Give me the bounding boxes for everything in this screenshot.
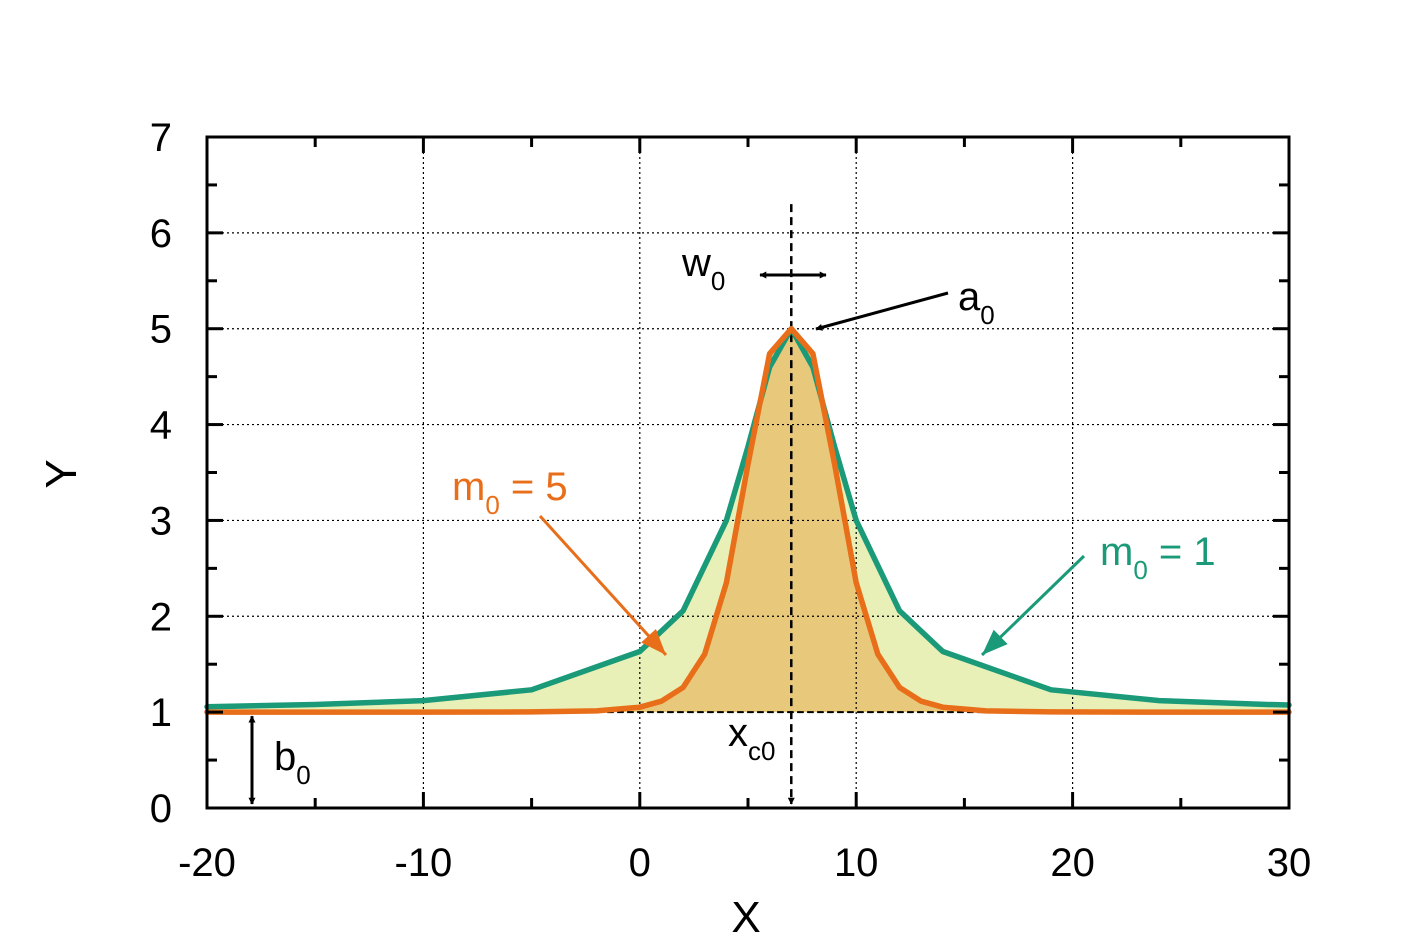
- x-tick-label: 0: [629, 841, 651, 885]
- y-tick-label: 1: [150, 691, 172, 735]
- annotation-b0: b0: [274, 735, 311, 790]
- y-tick-label: 0: [150, 787, 172, 831]
- annotations: w0 a0 xc0 b0 m0 = 5 m0 = 1: [274, 241, 1216, 790]
- arrow-m0-5-head: [641, 629, 666, 655]
- annotation-xc0: xc0: [728, 711, 775, 766]
- x-tick-label: 20: [1050, 841, 1095, 885]
- y-tick-label: 5: [150, 308, 172, 352]
- x-tick-label: 10: [834, 841, 879, 885]
- arrow-m0-1-head: [982, 629, 1008, 655]
- y-tick-label: 4: [150, 404, 172, 448]
- arrow-m0-5-shaft: [538, 514, 668, 657]
- annotation-m0-1: m0 = 1: [1100, 530, 1216, 585]
- series-curves: [204, 325, 1292, 715]
- y-axis-title: Y: [37, 459, 86, 488]
- annotation-m0-5: m0 = 5: [452, 465, 568, 520]
- y-tick-label: 7: [150, 116, 172, 160]
- y-tick-label: 3: [150, 499, 172, 543]
- axis-ticks: [205, 135, 1291, 810]
- a0-arrow: [815, 291, 949, 331]
- x-tick-label: -10: [394, 841, 452, 885]
- tick-labels: -20 -10 0 10 20 30 0 1 2 3 4 5 6 7: [150, 116, 1312, 885]
- y-tick-label: 6: [150, 212, 172, 256]
- x-tick-label: -20: [178, 841, 236, 885]
- x-tick-label: 30: [1267, 841, 1312, 885]
- y-tick-label: 2: [150, 595, 172, 639]
- annotation-w0: w0: [681, 241, 725, 296]
- series-line-1: [204, 325, 1292, 715]
- annotation-a0: a0: [958, 275, 995, 330]
- x-axis-title: X: [731, 893, 760, 942]
